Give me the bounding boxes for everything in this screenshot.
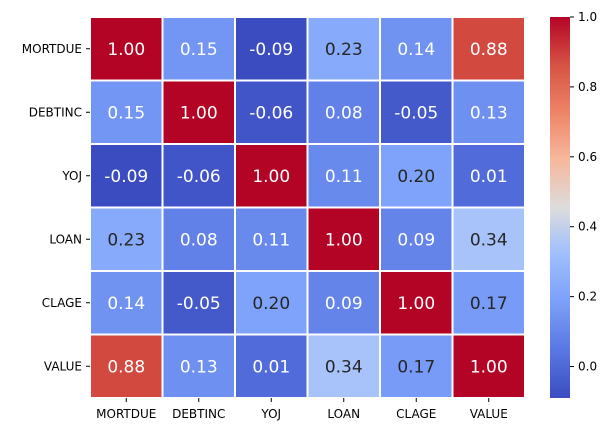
heatmap-cell [306,143,381,209]
heatmap-cell [451,79,526,145]
heatmap-cell [161,79,236,145]
heatmap-cell [89,206,164,272]
heatmap-cell [161,16,236,82]
heatmap-cell-labels: 1.00 0.15 -0.09 0.23 0.14 0.88 0.15 1.00 -0.06 0.… [104,40,507,378]
heatmap-cell-label: 1.00 [470,357,508,377]
heatmap-cell-label: 0.34 [325,357,363,377]
y-tick-label: VALUE [44,359,82,373]
heatmap-cell-label: 0.14 [107,294,145,314]
heatmap-cell-label: 0.34 [470,230,508,250]
heatmap-cell [379,143,454,209]
colorbar-tick-label: 0.8 [578,80,597,94]
x-tick-label: CLAGE [396,407,436,421]
heatmap-cell-label: 0.11 [325,167,363,187]
heatmap-cell-label: 0.01 [252,357,290,377]
heatmap-cell [161,143,236,209]
heatmap-cell [451,206,526,272]
heatmap-cell [379,270,454,336]
colorbar [550,17,570,398]
colorbar-tick-label: 1.0 [578,10,597,24]
heatmap-cell-label: -0.05 [177,294,221,314]
heatmap-cell-label: 0.09 [325,294,363,314]
heatmap-cell-label: 0.15 [180,40,218,60]
y-tick-label: DEBTINC [29,105,82,119]
heatmap-cell-label: 0.15 [107,103,145,123]
heatmap-cell-label: 0.23 [325,40,363,60]
heatmap-cell-label: 0.09 [397,230,435,250]
heatmap-cell-label: 0.17 [470,294,508,314]
y-tick-label: LOAN [49,232,82,246]
heatmap-cell [451,333,526,399]
heatmap-cell [379,206,454,272]
heatmap-cell-label: -0.09 [104,167,148,187]
heatmap-cell-label: 0.13 [180,357,218,377]
x-tick-label: DEBTINC [172,407,225,421]
x-tick-label: YOJ [260,407,281,421]
heatmap-cell-label: 1.00 [180,103,218,123]
heatmap-cell-label: 0.01 [470,167,508,187]
heatmap-cell-label: -0.05 [394,103,438,123]
heatmap-cells [89,16,526,399]
heatmap-cell [89,333,164,399]
heatmap-cell-label: 0.08 [325,103,363,123]
colorbar-tick-label: 0.0 [578,360,597,374]
y-axis-ticks: MORTDUE DEBTINC YOJ LOAN CLAGE VALUE [22,42,90,373]
colorbar-gradient [550,17,570,398]
heatmap-cell-label: 0.11 [252,230,290,250]
x-tick-label: LOAN [327,407,360,421]
heatmap-cell [451,143,526,209]
heatmap-cell-label: 1.00 [397,294,435,314]
heatmap-cell-label: 0.08 [180,230,218,250]
heatmap-cell-label: 1.00 [325,230,363,250]
heatmap-cell-label: 1.00 [107,40,145,60]
heatmap-cell-label: -0.06 [249,103,293,123]
heatmap-cell-label: 0.88 [470,40,508,60]
colorbar-tick-label: 0.2 [578,290,597,304]
heatmap-cell [234,270,309,336]
heatmap-cell-label: 0.23 [107,230,145,250]
heatmap-cell [451,16,526,82]
heatmap-cell [306,206,381,272]
heatmap-cell-label: 1.00 [252,167,290,187]
heatmap-cell [451,270,526,336]
heatmap-cell-label: 0.20 [252,294,290,314]
heatmap-cell-label: 0.17 [397,357,435,377]
heatmap-cell [234,206,309,272]
x-tick-label: MORTDUE [96,407,156,421]
heatmap-cell-label: 0.13 [470,103,508,123]
x-axis-ticks: MORTDUE DEBTINC YOJ LOAN CLAGE VALUE [96,398,508,421]
y-tick-label: MORTDUE [22,42,82,56]
heatmap-cell-label: -0.06 [177,167,221,187]
colorbar-tick-label: 0.6 [578,150,597,164]
heatmap-cell-label: 0.14 [397,40,435,60]
y-tick-label: CLAGE [42,296,82,310]
colorbar-ticks: 0.0 0.2 0.4 0.6 0.8 1.0 [570,10,597,374]
heatmap-cell-label: 0.20 [397,167,435,187]
y-tick-label: YOJ [61,169,82,183]
heatmap-cell [306,79,381,145]
heatmap-cell-label: -0.09 [249,40,293,60]
heatmap-cell [161,206,236,272]
x-tick-label: VALUE [470,407,508,421]
heatmap-cell-label: 0.88 [107,357,145,377]
colorbar-tick-label: 0.4 [578,220,597,234]
